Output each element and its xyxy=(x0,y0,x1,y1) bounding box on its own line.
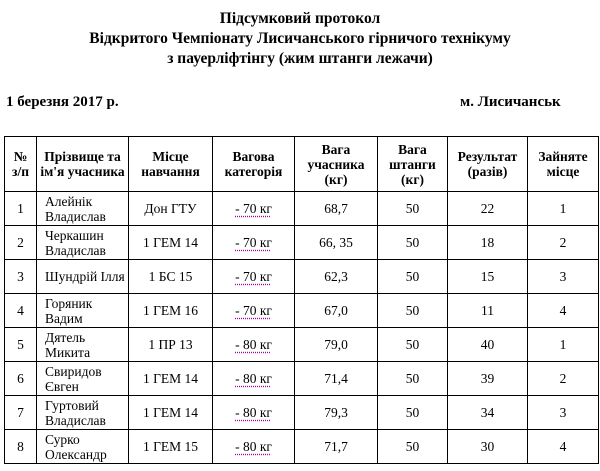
table-cell: Свиридов Євген xyxy=(36,361,129,396)
table-row: 5 Дятель Микита 1 ПР 13- 80 кг 79,0 50 40 1 xyxy=(4,327,599,362)
table-cell: 39 xyxy=(447,361,528,396)
table-cell: 40 xyxy=(447,327,528,362)
table-cell: 1 xyxy=(527,327,599,362)
table-cell: 1 xyxy=(4,191,37,226)
table-cell: Горяник Вадим xyxy=(36,293,129,328)
table-cell: 50 xyxy=(377,395,448,430)
table-cell: 2 xyxy=(527,361,599,396)
results-table: № з/п Прізвище та ім'я учасника Місце навч… xyxy=(4,136,599,464)
column-header: № з/п xyxy=(4,136,37,192)
table-cell: - 80 кг xyxy=(212,361,295,396)
table-cell: - 80 кг xyxy=(212,327,295,362)
table-cell: 50 xyxy=(377,293,448,328)
column-header: Зайняте місце xyxy=(527,136,599,192)
table-cell: Сурко Олександр xyxy=(36,429,129,464)
table-cell: 1 ГЕМ 14 xyxy=(128,395,213,430)
table-cell: 1 xyxy=(527,191,599,226)
table-row: 8 Сурко Олександр 1 ГЕМ 15- 80 кг 71,7 50 30 4 xyxy=(4,429,599,464)
table-cell: 1 ГЕМ 16 xyxy=(128,293,213,328)
table-cell: 50 xyxy=(377,429,448,464)
table-body: 1 Алейнік Владислав Дон ГТУ - 70 кг 68,7 50 22… xyxy=(4,191,599,464)
column-header: Вагова категорія xyxy=(212,136,295,192)
table-cell: 1 ГЕМ 14 xyxy=(128,225,213,260)
table-cell: 8 xyxy=(4,429,37,464)
table-cell: 4 xyxy=(527,429,599,464)
table-row: 7 Гуртовий Владислав 1 ГЕМ 14- 80 кг 79,3 50… xyxy=(4,395,599,430)
table-cell: 79,0 xyxy=(294,327,378,362)
table-cell: 1 ГЕМ 14 xyxy=(128,361,213,396)
table-cell: 3 xyxy=(527,395,599,430)
table-cell: 50 xyxy=(377,225,448,260)
table-cell: 11 xyxy=(447,293,528,328)
title-line: Відкритого Чемпіонату Лисичанського гірн… xyxy=(89,30,511,47)
table-cell: - 80 кг xyxy=(212,395,295,430)
title-line: з пауерліфтінгу (жим штанги лежачи) xyxy=(167,50,433,67)
table-cell: 1 ПР 13 xyxy=(128,327,213,362)
table-cell: 2 xyxy=(527,225,599,260)
table-cell: 67,0 xyxy=(294,293,378,328)
table-cell: 22 xyxy=(447,191,528,226)
table-cell: 68,7 xyxy=(294,191,378,226)
table-cell: 50 xyxy=(377,259,448,294)
column-header: Вага учасника (кг) xyxy=(294,136,378,192)
table-cell: 50 xyxy=(377,191,448,226)
table-cell: 4 xyxy=(4,293,37,328)
table-cell: 6 xyxy=(4,361,37,396)
column-header: Результат (разів) xyxy=(447,136,528,192)
table-cell: 66, 35 xyxy=(294,225,378,260)
table-cell: Шундрій Ілля xyxy=(36,259,129,294)
table-cell: Дон ГТУ xyxy=(128,191,213,226)
table-cell: Алейнік Владислав xyxy=(36,191,129,226)
date: 1 березня 2017 р. xyxy=(6,94,119,110)
table-row: 6 Свиридов Євген 1 ГЕМ 14- 80 кг 71,4 50 39 2 xyxy=(4,361,599,396)
table-cell: - 70 кг xyxy=(212,191,295,226)
table-row: 2 Черкашин Владислав 1 ГЕМ 14- 70 кг 66, 35… xyxy=(4,225,599,260)
table-cell: 15 xyxy=(447,259,528,294)
table-cell: - 70 кг xyxy=(212,259,295,294)
table-cell: 1 БС 15 xyxy=(128,259,213,294)
table-cell: 7 xyxy=(4,395,37,430)
header-row: № з/п Прізвище та ім'я учасника Місце навч… xyxy=(4,136,599,192)
column-header: Прізвище та ім'я учасника xyxy=(36,136,129,192)
table-cell: 79,3 xyxy=(294,395,378,430)
table-cell: - 70 кг xyxy=(212,225,295,260)
table-cell: 2 xyxy=(4,225,37,260)
title-line: Підсумковий протокол xyxy=(219,10,381,27)
table-cell: 50 xyxy=(377,327,448,362)
table-cell: 30 xyxy=(447,429,528,464)
city: м. Лисичанськ xyxy=(460,94,561,110)
table-cell: - 70 кг xyxy=(212,293,295,328)
table-cell: 1 ГЕМ 15 xyxy=(128,429,213,464)
column-header: Вага штанги (кг) xyxy=(377,136,448,192)
table-row: 4 Горяник Вадим 1 ГЕМ 16- 70 кг 67,0 50 11 4 xyxy=(4,293,599,328)
table-cell: 71,4 xyxy=(294,361,378,396)
table-cell: 50 xyxy=(377,361,448,396)
table-row: 3 Шундрій Ілля 1 БС 15- 70 кг 62,3 50 15 3 xyxy=(4,259,599,294)
table-cell: 18 xyxy=(447,225,528,260)
table-cell: Черкашин Владислав xyxy=(36,225,129,260)
table-cell: Гуртовий Владислав xyxy=(36,395,129,430)
table-cell: 71,7 xyxy=(294,429,378,464)
table-cell: - 80 кг xyxy=(212,429,295,464)
table-cell: 62,3 xyxy=(294,259,378,294)
table-cell: 4 xyxy=(527,293,599,328)
table-cell: 3 xyxy=(527,259,599,294)
table-cell: 3 xyxy=(4,259,37,294)
table-row: 1 Алейнік Владислав Дон ГТУ - 70 кг 68,7 50 22… xyxy=(4,191,599,226)
table-cell: 34 xyxy=(447,395,528,430)
column-header: Місце навчання xyxy=(128,136,213,192)
table-cell: 5 xyxy=(4,327,37,362)
table-cell: Дятель Микита xyxy=(36,327,129,362)
